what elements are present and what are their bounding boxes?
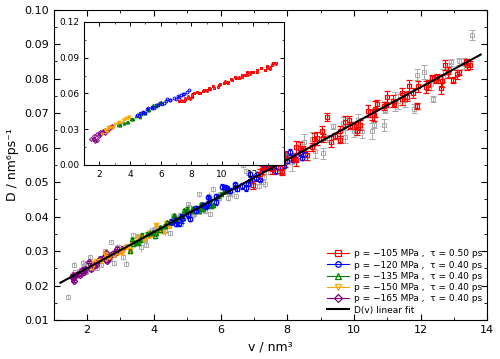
- Legend: p = −105 MPa ,  τ = 0.50 ps, p = −120 MPa ,  τ = 0.40 ps, p = −135 MPa ,  τ = 0.: p = −105 MPa , τ = 0.50 ps, p = −120 MPa…: [326, 248, 483, 316]
- X-axis label: v / nm³: v / nm³: [248, 340, 293, 354]
- Y-axis label: D / nm⁶ps⁻¹: D / nm⁶ps⁻¹: [6, 129, 18, 201]
- Text: G(v) = G$_\mathrm{ref}$(v): G(v) = G$_\mathrm{ref}$(v): [176, 20, 252, 34]
